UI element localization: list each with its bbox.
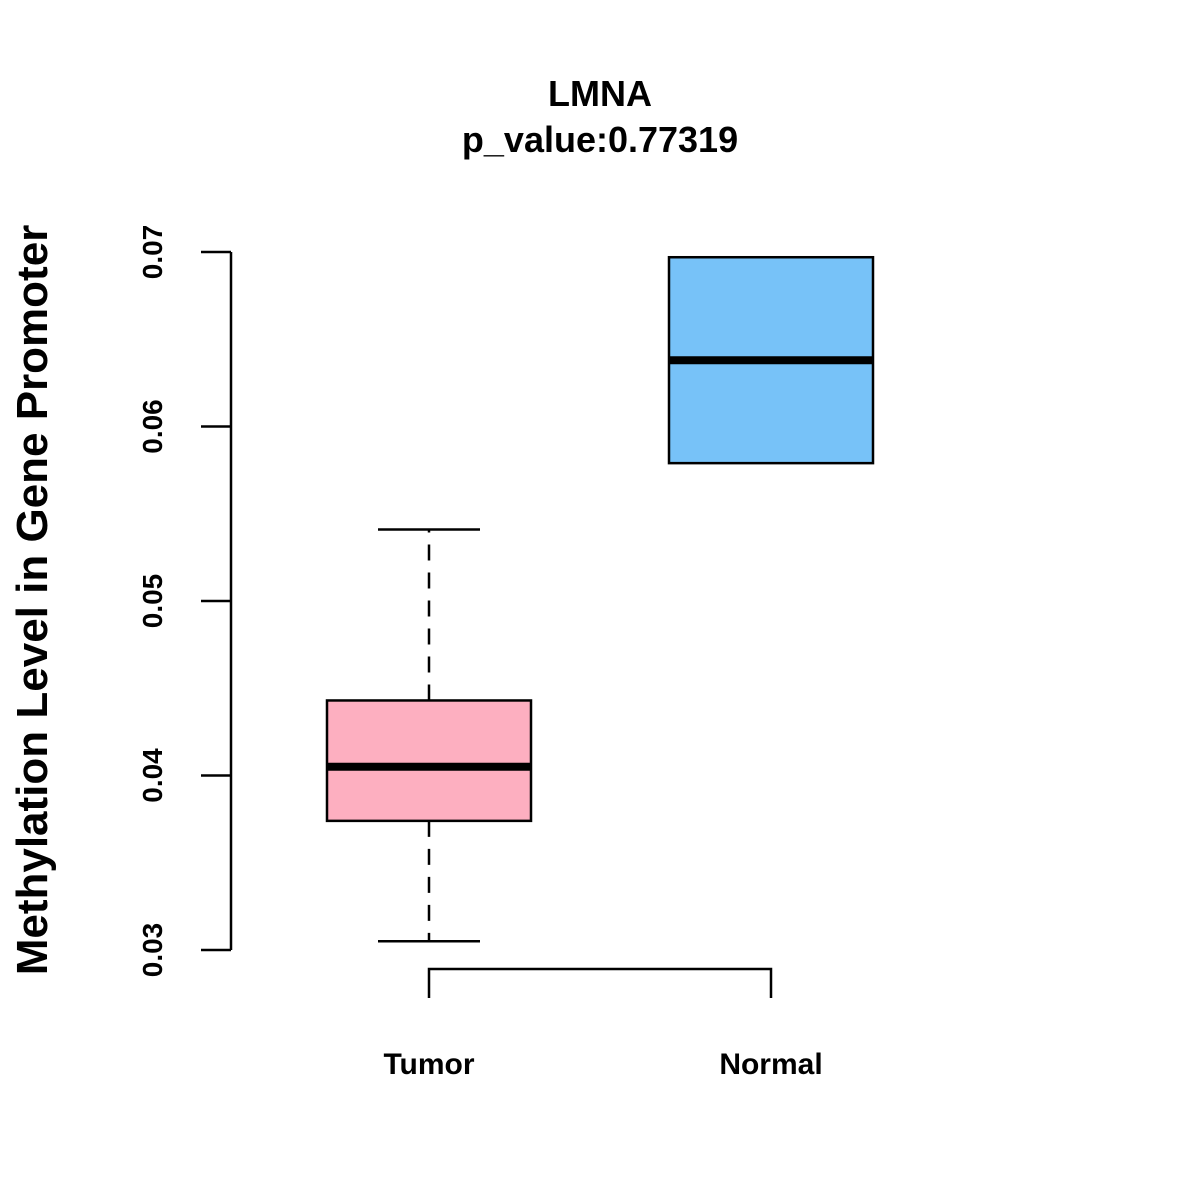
y-tick-label: 0.05: [137, 574, 168, 629]
y-tick-label: 0.04: [137, 748, 168, 803]
category-label-normal: Normal: [719, 1048, 822, 1081]
chart-subtitle: p_value:0.77319: [462, 119, 738, 160]
boxes: [325, 255, 875, 943]
box-tumor: [325, 528, 533, 943]
comparison-bracket: [427, 967, 773, 998]
y-tick-label: 0.03: [137, 923, 168, 978]
chart-title: LMNA: [548, 73, 652, 114]
bracket-line: [427, 967, 773, 998]
y-tick-label: 0.06: [137, 399, 168, 454]
y-tick-label: 0.07: [137, 225, 168, 280]
box-normal: [667, 255, 875, 465]
y-axis: 0.03 0.04 0.05 0.06 0.07: [137, 225, 233, 978]
iqr-box: [325, 699, 533, 823]
y-axis-label: Methylation Level in Gene Promoter: [8, 225, 57, 976]
category-label-tumor: Tumor: [383, 1048, 474, 1081]
x-axis-categories: Tumor Normal: [383, 1048, 822, 1081]
